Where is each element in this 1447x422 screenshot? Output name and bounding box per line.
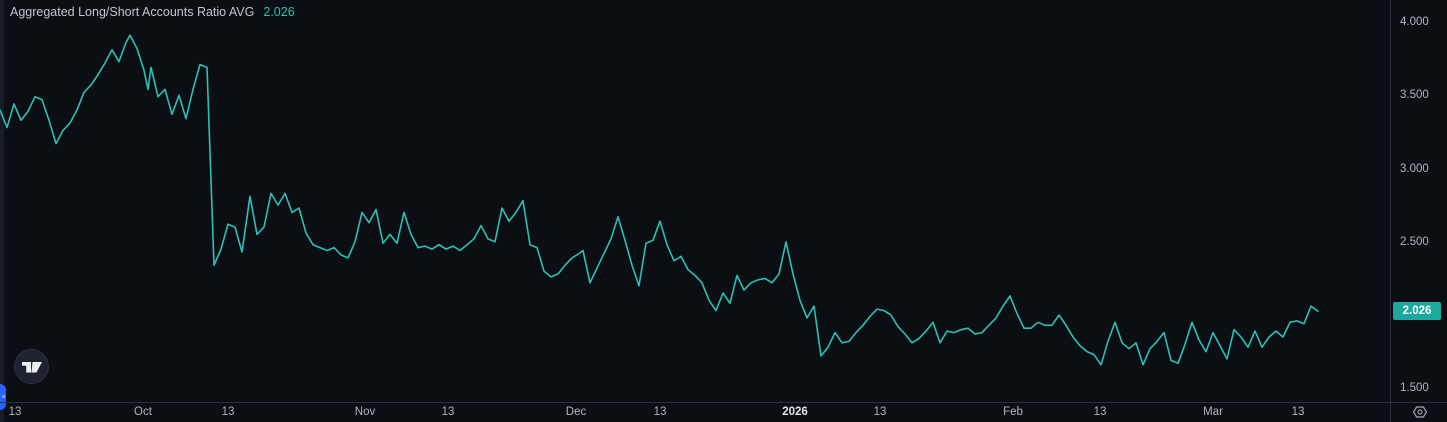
tradingview-logo[interactable] [14,349,49,384]
time-axis[interactable]: 13 Oct 13 Nov 13 Dec 13 2026 13 Feb 13 Mar 13 [0,402,1447,422]
price-axis-label: 3.000 [1400,162,1429,175]
hexagon-gear-icon [1412,406,1428,418]
time-axis-label: 13 [8,406,22,418]
time-axis-label: 13 [441,406,455,418]
time-axis-label: 13 [653,406,667,418]
ratio-line-series [0,34,1319,366]
time-axis-label: Dec [565,406,587,418]
price-axis-label: 2.500 [1400,235,1429,248]
price-axis[interactable]: 2.026 4.000 3.500 3.000 2.500 1.500 [1390,0,1447,422]
last-price-label: 2.026 [1393,302,1441,321]
price-axis-label: 4.000 [1400,16,1429,28]
indicator-legend[interactable]: Aggregated Long/Short Accounts Ratio AVG… [10,4,295,21]
time-axis-label: Nov [354,406,376,418]
time-axis-label: Oct [134,406,152,418]
time-axis-label: 13 [1291,406,1305,418]
tradingview-logo-icon [14,349,49,384]
price-axis-label: 3.500 [1400,89,1429,102]
blue-tag-dot [2,395,5,398]
indicator-last-value: 2.026 [263,5,295,19]
indicator-title[interactable]: Aggregated Long/Short Accounts Ratio AVG [10,5,255,19]
price-chart-area[interactable] [0,0,1390,402]
time-axis-label: 13 [1093,406,1107,418]
time-axis-label: 13 [221,406,235,418]
time-axis-label: Mar [1203,406,1223,418]
time-axis-label: 2026 [782,406,808,418]
price-axis-label: 1.500 [1400,382,1429,395]
price-scale-settings-button[interactable] [1412,404,1428,420]
left-edge-blue-tag[interactable] [0,384,6,410]
panel-edge-divider [0,0,4,422]
time-axis-label: 13 [873,406,887,418]
time-axis-label: Feb [1003,406,1023,418]
